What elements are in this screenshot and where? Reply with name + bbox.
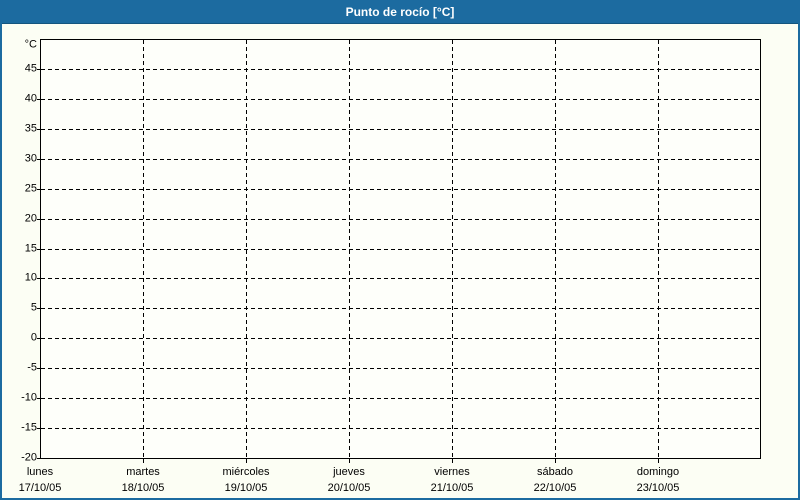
y-tick-label: -10 <box>21 391 37 404</box>
x-tick-day-label: miércoles <box>222 466 270 478</box>
x-tick-day-label: domingo <box>636 466 680 478</box>
y-tick-label: 15 <box>24 242 37 255</box>
x-tick-day-label: viernes <box>434 466 470 478</box>
x-tick-mark <box>555 459 556 463</box>
y-tick-label: 10 <box>24 271 37 284</box>
y-tick-label: 30 <box>24 152 37 165</box>
x-tick-mark <box>246 459 247 463</box>
x-tick-date-label: 18/10/05 <box>121 482 165 494</box>
x-tick-date-label: 20/10/05 <box>327 482 371 494</box>
x-tick-date-label: 23/10/05 <box>636 482 680 494</box>
y-tick-label: 35 <box>24 122 37 135</box>
x-tick-day-label: sábado <box>536 466 574 478</box>
y-tick-label: 20 <box>24 212 37 225</box>
y-tick-label: 45 <box>24 62 37 75</box>
x-tick-date-label: 19/10/05 <box>224 482 268 494</box>
y-tick-label: 5 <box>30 301 37 314</box>
y-tick-label: 0 <box>30 331 37 344</box>
x-tick-day-label: jueves <box>333 466 365 478</box>
x-tick-day-label: martes <box>126 466 160 478</box>
x-tick-day-label: lunes <box>26 466 54 478</box>
chart-title-bar: Punto de rocío [°C] <box>0 0 800 24</box>
y-tick-label: -20 <box>21 451 37 464</box>
y-tick-label: 40 <box>24 92 37 105</box>
chart-title: Punto de rocío [°C] <box>345 4 455 19</box>
x-tick-date-label: 21/10/05 <box>430 482 474 494</box>
y-axis-unit-label: °C <box>24 38 37 51</box>
y-tick-label: -5 <box>27 361 37 374</box>
x-tick-mark <box>452 459 453 463</box>
x-tick-date-label: 22/10/05 <box>533 482 577 494</box>
plot-area <box>40 39 761 459</box>
y-tick-label: -15 <box>21 421 37 434</box>
x-tick-date-label: 17/10/05 <box>18 482 62 494</box>
x-tick-mark <box>143 459 144 463</box>
x-tick-mark <box>658 459 659 463</box>
x-tick-mark <box>349 459 350 463</box>
y-tick-label: 25 <box>24 182 37 195</box>
